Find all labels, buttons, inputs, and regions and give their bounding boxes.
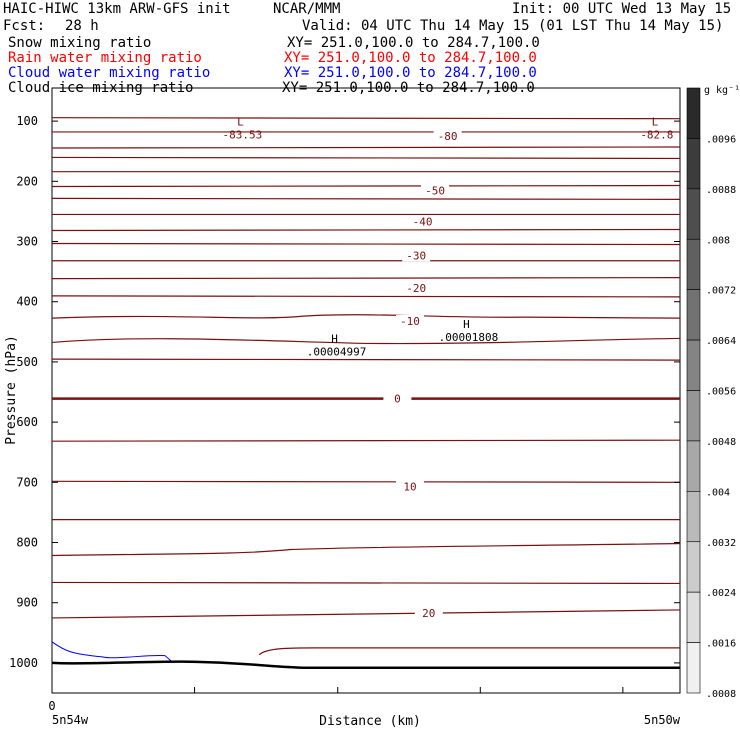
colorbar-unit: g kg⁻¹ [704, 85, 740, 96]
isotherm-line [51, 480, 681, 483]
colorbar-label: .0016 [706, 639, 736, 650]
cloud-water-contour [51, 641, 172, 662]
colorbar-swatch [686, 138, 701, 190]
terrain-line [51, 660, 680, 669]
isotherm-line [258, 647, 680, 656]
header-init-time: Init: 00 UTC Wed 13 May 15 [512, 1, 731, 17]
colorbar-swatch [686, 541, 701, 593]
isotherm-line [51, 581, 681, 585]
colorbar-label: .004 [706, 487, 730, 498]
legend-snow-label: Snow mixing ratio [8, 35, 151, 51]
x-axis [194, 687, 624, 693]
isotherm-line [51, 295, 681, 298]
colorbar-label: .0064 [706, 336, 736, 347]
isotherm-line [51, 337, 681, 345]
colorbar-label: .0096 [706, 134, 736, 145]
legend-rain-label: Rain water mixing ratio [8, 50, 202, 66]
x-tick-origin: 0 [48, 699, 55, 713]
colorbar-swatch [686, 491, 701, 543]
y-tick-label: 400 [16, 295, 38, 309]
contour-label: -80 [438, 130, 458, 143]
extremum-value: .00004997 [307, 346, 367, 359]
colorbar-swatch [686, 440, 701, 492]
contour-label: -10 [400, 315, 420, 328]
colorbar-swatch [686, 289, 701, 341]
isotherm-line [51, 358, 681, 361]
legend-snow-xy: XY= 251.0,100.0 to 284.7,100.0 [287, 35, 540, 51]
header: HAIC-HIWC 13km ARW-GFS init NCAR/MMM Ini… [3, 1, 731, 34]
isotherm-line [51, 314, 681, 319]
isotherm-line [51, 117, 681, 120]
isotherm-line [51, 156, 681, 160]
isotherm-line [51, 242, 681, 246]
extremum-value: -82.8 [640, 128, 673, 141]
contour-label: -20 [406, 282, 426, 295]
colorbar-swatch [686, 188, 701, 240]
colorbar-label: .0088 [706, 185, 736, 196]
colorbar-swatch [686, 591, 701, 643]
colorbar-label: .0072 [706, 286, 736, 297]
header-fcst-value: 28 h [65, 18, 99, 34]
y-axis-title: Pressure (hPa) [4, 335, 19, 445]
y-tick-label: 300 [16, 235, 38, 249]
x-tick-right-location: 5n50w [644, 713, 681, 727]
contour-label: 0 [394, 393, 401, 406]
plot-frame [51, 87, 681, 694]
contour-label: -30 [406, 249, 426, 262]
isotherm-line [51, 184, 681, 188]
colorbar-label: .0008 [706, 689, 736, 700]
colorbar-label: .008 [706, 235, 730, 246]
isotherm-line [51, 228, 681, 232]
header-fcst-label: Fcst: [3, 18, 45, 34]
y-tick-label: 600 [16, 415, 38, 429]
y-tick-label: 900 [16, 596, 38, 610]
colorbar-swatch [686, 339, 701, 391]
colorbar-swatch [686, 87, 701, 139]
colorbar-swatch [686, 642, 701, 694]
isotherm-line [51, 197, 681, 200]
isotherm-line [51, 542, 681, 557]
y-tick-label: 800 [16, 536, 38, 550]
isotherm-line [51, 146, 681, 149]
colorbar-label: .0032 [706, 538, 736, 549]
legend-cloudwater-xy: XY= 251.0,100.0 to 284.7,100.0 [284, 65, 537, 81]
header-valid-time: Valid: 04 UTC Thu 14 May 15 (01 LST Thu … [302, 18, 723, 34]
extremum-value: -83.53 [223, 128, 263, 141]
y-tick-label: 200 [16, 174, 38, 188]
contour-label: 10 [403, 481, 416, 494]
y-tick-label: 700 [16, 475, 38, 489]
legend-cloudwater-label: Cloud water mixing ratio [8, 65, 210, 81]
contour-label: 20 [422, 607, 435, 620]
header-institution: NCAR/MMM [273, 1, 340, 17]
contour-label: -50 [425, 184, 445, 197]
extremum-symbol: H [331, 333, 338, 346]
y-tick-label: 100 [16, 114, 38, 128]
y-tick-label: 500 [16, 355, 38, 369]
legend-rain-xy: XY= 251.0,100.0 to 284.7,100.0 [284, 50, 537, 66]
contour-label: -40 [413, 216, 433, 229]
x-axis-title: Distance (km) [319, 714, 421, 729]
colorbar-label: .0024 [706, 588, 736, 599]
y-tick-label: 1000 [9, 656, 38, 670]
header-model-title: HAIC-HIWC 13km ARW-GFS init [3, 1, 231, 17]
contour-labels: -80 -50 -40 -30 -20 -10 0 10 20 [383, 130, 462, 620]
x-tick-left-location: 5n54w [52, 713, 89, 727]
extremum-symbol: L [237, 115, 244, 128]
colorbar: .0096 .0088 .008 .0072 .0064 .0056 .0048 .004 .0… [686, 87, 736, 744]
colorbar-swatch [686, 390, 701, 442]
isotherm-line [51, 439, 681, 442]
extremum-symbol: L [652, 115, 659, 128]
extremum-symbol: H [463, 318, 470, 331]
isotherm-line [51, 609, 681, 619]
colorbar-label: .0056 [706, 387, 736, 398]
extremum-value: .00001808 [439, 331, 499, 344]
isotherm-line [51, 277, 681, 280]
field-legend: Snow mixing ratio XY= 251.0,100.0 to 284… [8, 35, 540, 96]
temperature-contours [51, 117, 681, 669]
colorbar-swatch [686, 238, 701, 290]
colorbar-label: .0048 [706, 437, 736, 448]
